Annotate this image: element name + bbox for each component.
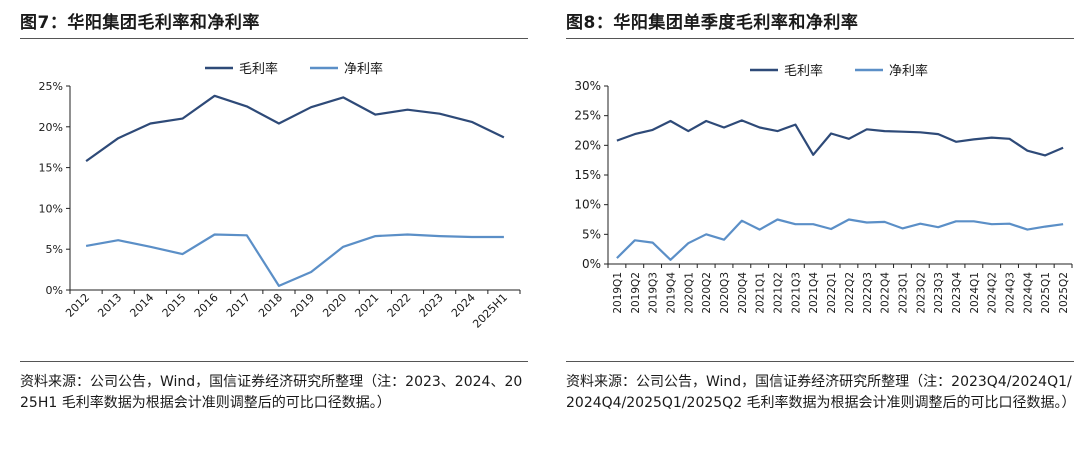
x-tick-label: 2021Q1 bbox=[755, 272, 767, 314]
x-tick-label: 2022Q1 bbox=[826, 272, 838, 314]
y-tick-label: 0% bbox=[46, 284, 63, 297]
figure-title: 图8：华阳集团单季度毛利率和净利率 bbox=[566, 13, 859, 33]
x-tick-label: 2020Q3 bbox=[719, 272, 731, 314]
title-divider bbox=[566, 38, 1074, 39]
x-tick-label: 2021Q3 bbox=[790, 272, 802, 314]
x-tick-label: 2023Q2 bbox=[915, 272, 927, 314]
source-divider bbox=[566, 361, 1074, 362]
margin-line-chart-quarterly: 0% 5% 10% 15% 20% 25% 30% 2019Q1 2019Q2 2019Q3 201… bbox=[574, 63, 1073, 314]
x-tick-label: 2023Q1 bbox=[897, 272, 909, 314]
source-note: 资料来源：公司公告，Wind，国信证券经济研究所整理（注：2023、2024、2… bbox=[20, 374, 523, 411]
x-tick-label: 2024 bbox=[449, 291, 478, 320]
x-tick-label: 2022Q4 bbox=[880, 272, 892, 314]
y-tick-label: 5% bbox=[46, 243, 63, 256]
y-tick-label: 20% bbox=[39, 121, 63, 134]
y-tick-label: 0% bbox=[582, 257, 601, 271]
x-tick-label: 2021 bbox=[352, 291, 381, 320]
y-tick-label: 25% bbox=[574, 109, 601, 123]
source-note: 资料来源：公司公告，Wind，国信证券经济研究所整理（注：2023Q4/2024… bbox=[566, 374, 1076, 411]
x-tick-label: 2022Q2 bbox=[844, 272, 856, 314]
x-tick-label: 2019Q1 bbox=[612, 272, 624, 314]
legend-label: 净利率 bbox=[889, 63, 928, 79]
y-tick-label: 30% bbox=[574, 79, 601, 93]
x-tick-label: 2020 bbox=[320, 291, 349, 320]
title-divider bbox=[20, 38, 528, 39]
figure-8-panel: 图8：华阳集团单季度毛利率和净利率 0% 5% 10% 15% 20% 25% 30% 201… bbox=[554, 0, 1076, 453]
legend-label: 毛利率 bbox=[239, 61, 278, 77]
y-tick-label: 10% bbox=[574, 198, 601, 212]
margin-line-chart-annual: 0% 5% 10% 15% 20% 25% 2012 2013 2014 2015 2016 2017… bbox=[39, 61, 521, 331]
x-tick-label: 2019 bbox=[288, 291, 317, 320]
x-tick-label: 2012 bbox=[63, 291, 92, 320]
x-tick-label: 2018 bbox=[256, 291, 285, 320]
series-line-net-margin bbox=[85, 233, 504, 287]
series-line-gross-margin bbox=[85, 94, 505, 162]
x-tick-label: 2025Q2 bbox=[1058, 272, 1070, 314]
y-tick-label: 20% bbox=[574, 138, 601, 152]
x-tick-label: 2023 bbox=[417, 291, 446, 320]
x-tick-label: 2024Q4 bbox=[1022, 272, 1034, 314]
x-tick-label: 2019Q4 bbox=[665, 272, 677, 314]
x-tick-label: 2024Q3 bbox=[1005, 272, 1017, 314]
x-tick-label: 2014 bbox=[127, 291, 156, 320]
y-tick-label: 10% bbox=[39, 202, 63, 215]
x-tick-label: 2025H1 bbox=[470, 291, 510, 331]
y-tick-label: 5% bbox=[582, 227, 601, 241]
figure-title: 图7：华阳集团毛利率和净利率 bbox=[20, 13, 260, 33]
x-tick-label: 2020Q1 bbox=[683, 272, 695, 314]
x-tick-label: 2022 bbox=[385, 291, 414, 320]
x-tick-label: 2021Q2 bbox=[773, 272, 785, 314]
x-tick-label: 2020Q2 bbox=[701, 272, 713, 314]
x-tick-label: 2021Q4 bbox=[808, 272, 820, 314]
x-tick-label: 2025Q1 bbox=[1040, 272, 1052, 314]
x-tick-label: 2024Q1 bbox=[969, 272, 981, 314]
x-tick-label: 2016 bbox=[192, 291, 221, 320]
x-tick-label: 2015 bbox=[160, 291, 189, 320]
y-tick-label: 25% bbox=[39, 80, 63, 93]
legend-label: 净利率 bbox=[344, 61, 383, 77]
y-tick-label: 15% bbox=[39, 162, 63, 175]
x-tick-label: 2023Q3 bbox=[933, 272, 945, 314]
x-tick-label: 2023Q4 bbox=[951, 272, 963, 314]
source-divider bbox=[20, 361, 528, 362]
y-tick-label: 15% bbox=[574, 168, 601, 182]
figure-7-panel: 图7：华阳集团毛利率和净利率 0% 5% 10% 15% 20% 25% 2012 2013 2… bbox=[8, 0, 528, 453]
legend-label: 毛利率 bbox=[784, 63, 823, 79]
series-line-net-margin bbox=[616, 218, 1064, 261]
x-tick-label: 2022Q3 bbox=[862, 272, 874, 314]
series-line-gross-margin bbox=[616, 119, 1064, 157]
x-tick-label: 2019Q2 bbox=[630, 272, 642, 314]
x-tick-label: 2020Q4 bbox=[737, 272, 749, 314]
x-tick-label: 2024Q2 bbox=[987, 272, 999, 314]
x-tick-label: 2019Q3 bbox=[648, 272, 660, 314]
x-tick-label: 2017 bbox=[224, 291, 253, 320]
x-tick-label: 2013 bbox=[95, 291, 124, 320]
